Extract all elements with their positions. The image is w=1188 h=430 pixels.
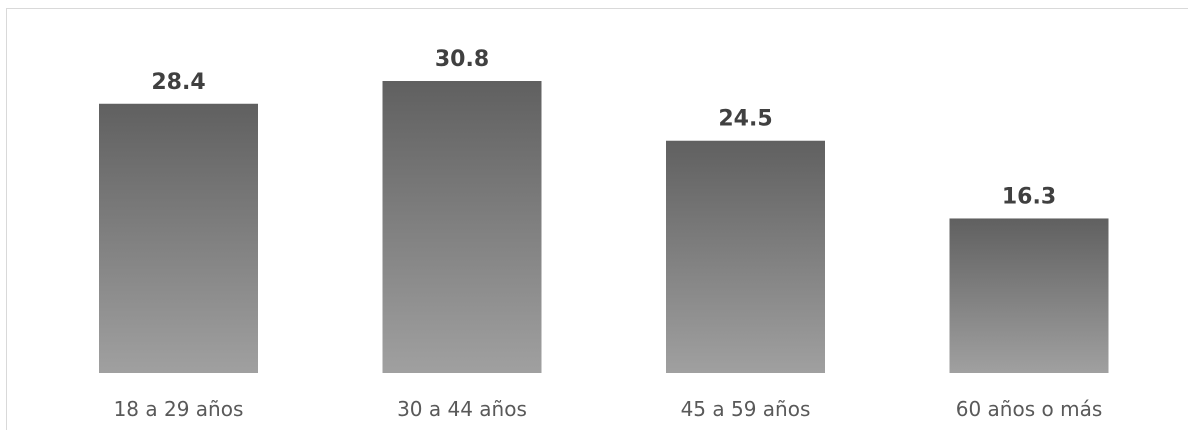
value-labels-layer: 28.4 30.8 24.5 16.3 (151, 47, 1056, 209)
bar (666, 140, 825, 373)
x-axis-category-label: 60 años o más (956, 397, 1103, 421)
bar-value-label: 24.5 (718, 107, 772, 132)
bar-value-label: 16.3 (1002, 184, 1056, 209)
chart-frame (6, 8, 1188, 430)
category-labels-layer: 18 a 29 años 30 a 44 años 45 a 59 años 60 a… (114, 397, 1103, 421)
x-axis-category-label: 18 a 29 años (114, 397, 244, 421)
bars-layer (99, 81, 1109, 374)
bar-value-label: 30.8 (435, 47, 489, 72)
bar-value-label: 28.4 (151, 70, 205, 95)
bar (949, 218, 1109, 373)
x-axis-category-label: 30 a 44 años (397, 397, 527, 421)
bar (382, 81, 542, 373)
x-axis-category-label: 45 a 59 años (681, 397, 811, 421)
bar (99, 103, 258, 374)
